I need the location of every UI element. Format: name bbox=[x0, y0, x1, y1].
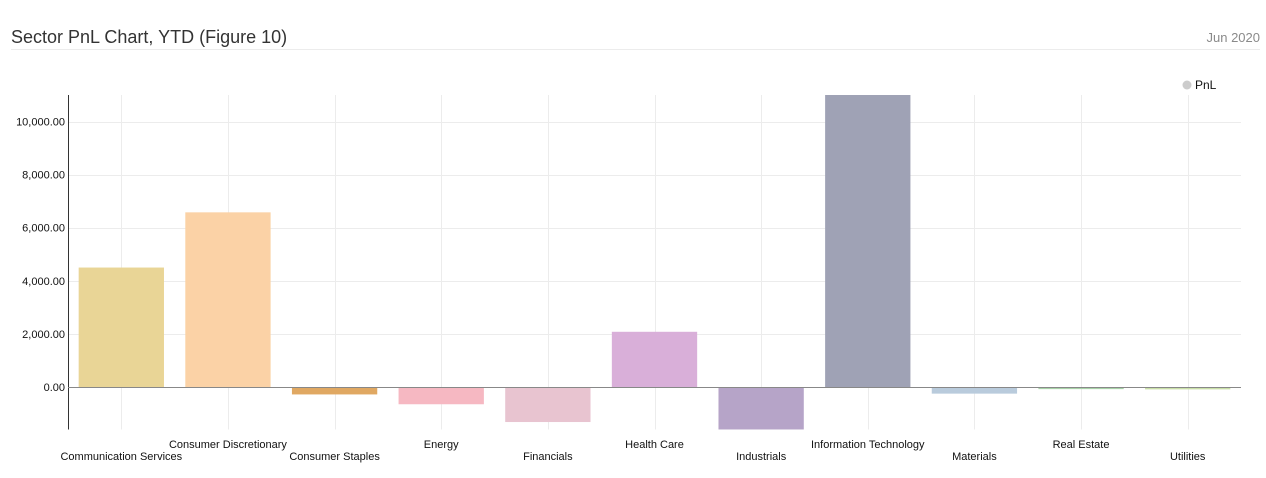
bar-utilities[interactable] bbox=[1145, 387, 1231, 390]
bar-communication-services[interactable] bbox=[78, 267, 164, 387]
bars bbox=[78, 95, 1231, 430]
x-tick-label: Utilities bbox=[1170, 451, 1206, 463]
x-tick-label: Financials bbox=[523, 451, 573, 463]
x-tick-label: Consumer Staples bbox=[289, 451, 380, 463]
y-tick-label: 8,000.00 bbox=[22, 170, 65, 182]
bar-health-care[interactable] bbox=[611, 331, 698, 387]
y-tick-label: 0.00 bbox=[44, 382, 65, 394]
bar-financials[interactable] bbox=[505, 387, 591, 423]
x-tick-label: Information Technology bbox=[811, 439, 925, 451]
y-tick-labels: 0.00 2,000.00 4,000.00 6,000.00 8,000.00 10,0… bbox=[16, 117, 65, 394]
x-tick-label: Consumer Discretionary bbox=[169, 439, 287, 451]
x-tick-label: Real Estate bbox=[1053, 439, 1110, 451]
chart-date: Jun 2020 bbox=[1206, 30, 1261, 45]
bar-consumer-staples[interactable] bbox=[291, 387, 378, 395]
bar-materials[interactable] bbox=[931, 387, 1018, 394]
x-tick-label: Health Care bbox=[625, 439, 684, 451]
bar-information-technology[interactable] bbox=[825, 95, 911, 387]
axes bbox=[68, 95, 1241, 430]
legend-label[interactable]: PnL bbox=[1195, 78, 1217, 92]
bar-consumer-discretionary[interactable] bbox=[185, 212, 271, 387]
chart-header: Sector PnL Chart, YTD (Figure 10) Jun 20… bbox=[11, 0, 1260, 50]
x-tick-label: Communication Services bbox=[60, 451, 182, 463]
bar-energy[interactable] bbox=[398, 387, 484, 405]
y-tick-label: 4,000.00 bbox=[22, 276, 65, 288]
chart-title: Sector PnL Chart, YTD (Figure 10) bbox=[11, 27, 288, 47]
y-tick-label: 6,000.00 bbox=[22, 223, 65, 235]
x-tick-label: Industrials bbox=[736, 451, 787, 463]
y-tick-label: 10,000.00 bbox=[16, 117, 65, 129]
legend[interactable]: PnL bbox=[1182, 78, 1217, 92]
x-tick-label: Energy bbox=[424, 439, 459, 451]
legend-marker bbox=[1182, 80, 1192, 90]
x-tick-label: Materials bbox=[952, 451, 997, 463]
y-tick-label: 2,000.00 bbox=[22, 329, 65, 341]
bar-real-estate[interactable] bbox=[1038, 387, 1124, 390]
bar-industrials[interactable] bbox=[718, 387, 804, 430]
